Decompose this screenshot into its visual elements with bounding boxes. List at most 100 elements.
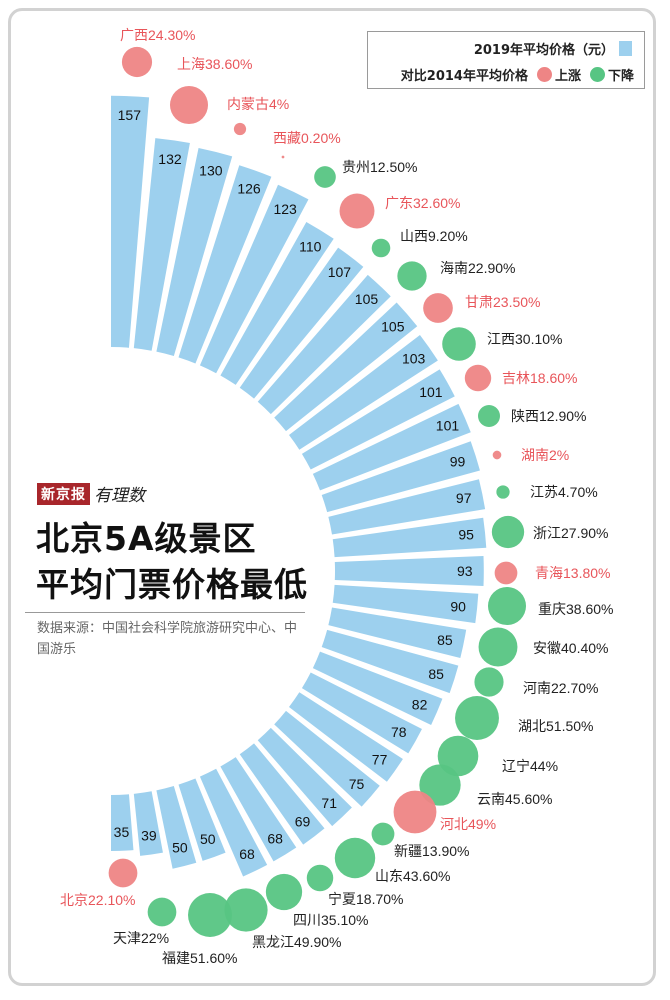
legend-down-label: 下降 bbox=[607, 69, 634, 84]
change-bubble-青海 bbox=[494, 561, 518, 585]
bar-value-label: 39 bbox=[141, 828, 157, 844]
bar-辽宁 bbox=[301, 672, 422, 754]
change-bubble-山东 bbox=[334, 837, 376, 879]
change-bubble-海南 bbox=[397, 261, 427, 291]
bar-value-label: 103 bbox=[402, 350, 426, 366]
bar-value-label: 75 bbox=[349, 776, 365, 792]
data-source: 数据来源：中国社会科学院旅游研究中心、中国游乐 bbox=[37, 621, 298, 657]
legend-up-label: 上涨 bbox=[554, 69, 581, 84]
bar-value-label: 123 bbox=[273, 201, 297, 217]
change-label-宁夏: 宁夏18.70% bbox=[328, 891, 403, 907]
change-bubble-重庆 bbox=[487, 586, 527, 626]
bar-value-label: 93 bbox=[457, 563, 473, 579]
bar-甘肃 bbox=[274, 302, 418, 432]
bar-吉林 bbox=[301, 369, 455, 470]
card-frame bbox=[8, 8, 656, 986]
brand-logo: 新京报 有理数 bbox=[37, 481, 145, 506]
change-label-河南: 河南22.70% bbox=[523, 680, 598, 696]
change-label-广东: 广东32.60% bbox=[385, 195, 460, 211]
bar-江苏 bbox=[328, 479, 486, 535]
bar-河南 bbox=[321, 629, 459, 694]
change-bubble-湖南 bbox=[492, 450, 502, 460]
change-label-福建: 福建51.60% bbox=[162, 950, 237, 966]
change-label-北京: 北京22.10% bbox=[60, 892, 135, 908]
bar-value-label: 69 bbox=[295, 814, 311, 830]
bar-value-label: 85 bbox=[428, 666, 444, 682]
change-bubble-黑龙江 bbox=[224, 888, 268, 932]
bar-value-label: 132 bbox=[158, 151, 182, 167]
change-label-海南: 海南22.90% bbox=[440, 260, 515, 276]
legend-price-label: 2019年平均价格（元） bbox=[473, 43, 614, 58]
bar-浙江 bbox=[332, 517, 487, 558]
bar-内蒙古 bbox=[156, 147, 233, 356]
change-label-湖北: 湖北51.50% bbox=[518, 718, 593, 734]
change-label-陕西: 陕西12.90% bbox=[511, 408, 586, 424]
column-logo: 有理数 bbox=[94, 486, 145, 506]
legend-down-dot-icon bbox=[589, 67, 605, 82]
change-label-湖南: 湖南2% bbox=[521, 447, 569, 463]
bar-海南 bbox=[257, 274, 391, 415]
bar-value-label: 130 bbox=[199, 162, 223, 178]
change-bubble-甘肃 bbox=[423, 293, 453, 323]
legend-bar-swatch-icon bbox=[619, 41, 632, 56]
change-label-山东: 山东43.60% bbox=[375, 868, 450, 884]
bar-陕西 bbox=[312, 403, 471, 491]
change-bubble-陕西 bbox=[478, 405, 500, 427]
change-label-重庆: 重庆38.60% bbox=[538, 601, 613, 617]
bar-value-label: 68 bbox=[267, 830, 283, 846]
bar-value-label: 101 bbox=[436, 417, 460, 433]
divider bbox=[25, 612, 305, 613]
bar-value-label: 68 bbox=[239, 846, 255, 862]
change-label-内蒙古: 内蒙古4% bbox=[227, 96, 289, 112]
change-bubble-云南 bbox=[419, 764, 461, 806]
bar-安徽 bbox=[328, 607, 467, 659]
change-label-吉林: 吉林18.60% bbox=[502, 370, 577, 386]
change-bubble-浙江 bbox=[491, 515, 525, 549]
bar-value-label: 77 bbox=[372, 752, 388, 768]
change-label-江西: 江西30.10% bbox=[487, 331, 562, 347]
change-bubble-北京 bbox=[108, 858, 138, 888]
change-bubble-福建 bbox=[188, 893, 232, 937]
change-label-辽宁: 辽宁44% bbox=[502, 758, 558, 774]
change-bubble-广东 bbox=[339, 193, 375, 229]
bar-value-label: 50 bbox=[200, 831, 216, 847]
bar-云南 bbox=[288, 692, 403, 782]
bar-北京 bbox=[111, 794, 134, 851]
bar-广西 bbox=[111, 95, 150, 348]
change-label-天津: 天津22% bbox=[113, 930, 169, 946]
change-label-青海: 青海13.80% bbox=[535, 565, 610, 581]
change-bubble-河南 bbox=[474, 667, 504, 697]
bar-value-label: 105 bbox=[381, 319, 405, 335]
change-label-江苏: 江苏4.70% bbox=[530, 484, 598, 500]
bar-西藏 bbox=[178, 165, 272, 364]
bar-value-label: 105 bbox=[355, 291, 379, 307]
bar-湖南 bbox=[321, 441, 480, 513]
bar-黑龙江 bbox=[178, 778, 226, 861]
bar-福建 bbox=[156, 786, 197, 869]
newspaper-logo: 新京报 bbox=[37, 482, 90, 505]
legend: 2019年平均价格（元） 对比2014年平均价格 上涨 下降 bbox=[367, 31, 645, 89]
bar-value-label: 35 bbox=[114, 824, 130, 840]
bar-value-label: 157 bbox=[118, 107, 142, 123]
bar-value-label: 101 bbox=[419, 384, 443, 400]
change-label-安徽: 安徽40.40% bbox=[533, 640, 608, 656]
bar-value-label: 99 bbox=[450, 453, 466, 469]
bar-河北 bbox=[274, 710, 380, 807]
change-label-黑龙江: 黑龙江49.90% bbox=[252, 934, 341, 950]
bar-value-label: 90 bbox=[450, 599, 466, 615]
change-label-广西: 广西24.30% bbox=[120, 27, 195, 43]
change-bubble-四川 bbox=[265, 873, 303, 911]
bar-宁夏 bbox=[220, 757, 297, 862]
change-label-贵州: 贵州12.50% bbox=[342, 159, 417, 175]
change-bubble-江苏 bbox=[496, 485, 510, 499]
bar-天津 bbox=[133, 791, 163, 856]
bar-value-label: 110 bbox=[299, 238, 322, 254]
bar-江西 bbox=[288, 334, 438, 450]
change-bubble-内蒙古 bbox=[233, 122, 247, 136]
change-label-浙江: 浙江27.90% bbox=[533, 525, 608, 541]
change-bubble-吉林 bbox=[464, 364, 492, 392]
change-label-上海: 上海38.60% bbox=[177, 56, 252, 72]
change-label-四川: 四川35.10% bbox=[293, 912, 368, 928]
change-bubble-山西 bbox=[371, 238, 391, 258]
